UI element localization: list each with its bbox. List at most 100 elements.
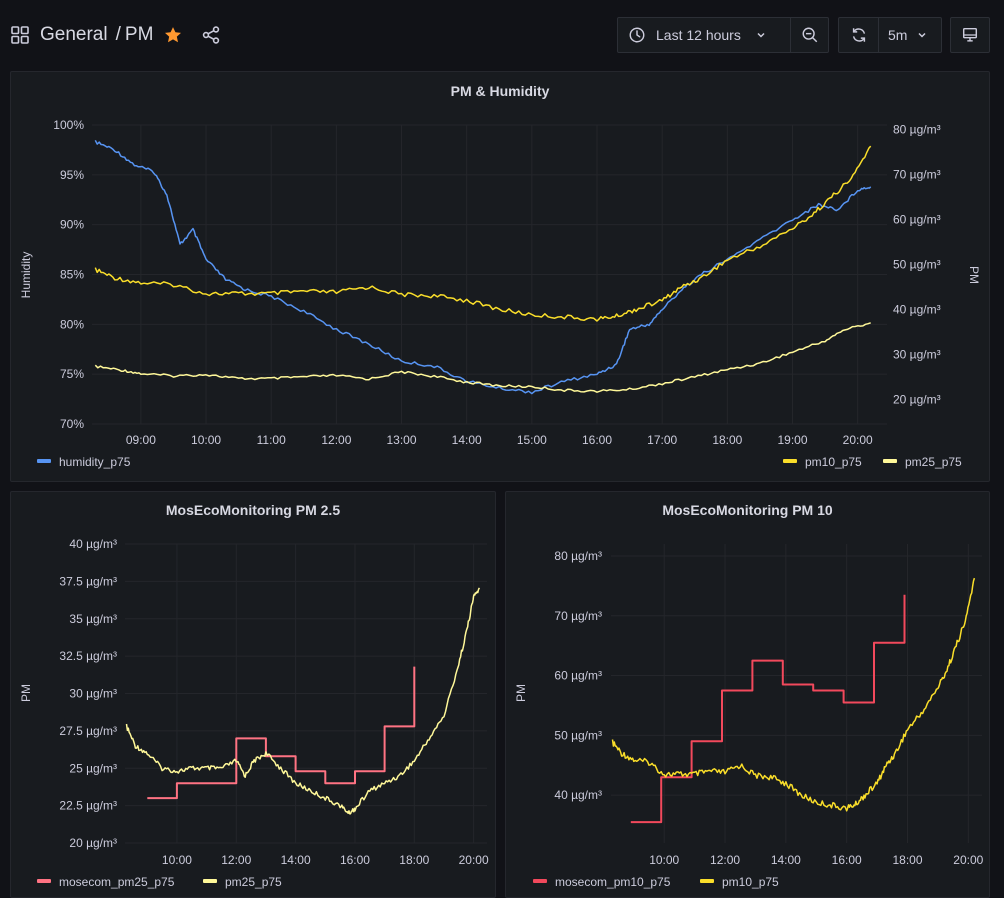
dashboard-title[interactable]: PM: [124, 24, 154, 45]
y-tick-right: 80 µg/m³: [893, 122, 941, 136]
time-range-picker: Last 12 hours: [617, 17, 829, 53]
y-tick-right: 50 µg/m³: [893, 257, 941, 271]
panel-mosecom-pm10: MosEcoMonitoring PM 10: [505, 491, 990, 898]
panel-title[interactable]: MosEcoMonitoring PM 2.5: [165, 502, 341, 518]
x-tick: 17:00: [647, 433, 677, 447]
x-tick: 12:00: [221, 853, 251, 867]
y-tick: 80 µg/m³: [554, 549, 602, 563]
breadcrumb-separator: /: [115, 24, 121, 45]
legend-item-pm10: pm10_p75: [722, 875, 779, 889]
x-tick: 10:00: [162, 853, 192, 867]
series-line-mosecom_pm10_p75: [630, 594, 906, 824]
tv-mode-button[interactable]: [950, 17, 990, 53]
dashboard-navbar: General / PM Last 12 hours: [0, 0, 1004, 70]
y-tick: 50 µg/m³: [554, 728, 602, 742]
y-axis-label-left: Humidity: [19, 252, 33, 299]
x-tick: 09:00: [126, 433, 156, 447]
refresh-interval-select[interactable]: 5m: [879, 18, 941, 52]
series-line-humidity_p75: [94, 139, 872, 395]
x-tick: 12:00: [710, 853, 740, 867]
panel-title[interactable]: PM & Humidity: [450, 83, 550, 99]
legend-item-pm10: pm10_p75: [805, 455, 862, 469]
chevron-down-icon: [916, 29, 928, 41]
y-tick: 37.5 µg/m³: [59, 574, 117, 588]
x-tick: 15:00: [517, 433, 547, 447]
clock-icon: [628, 26, 646, 44]
panel-pm-humidity: PM & Humidity: [10, 71, 990, 482]
x-tick: 16:00: [582, 433, 612, 447]
chart-mosecom-pm10: 40 µg/m³ 50 µg/m³ 60 µg/m³ 70 µg/m³ 80 µg/m³…: [514, 544, 984, 889]
chart-pm-humidity: 70% 75% 80% 85% 90% 95% 100% 20 µg/m³ 30 µg/m³ 40…: [19, 118, 981, 469]
legend-item-mosecom-pm10: mosecom_pm10_p75: [555, 875, 671, 889]
y-tick-right: 30 µg/m³: [893, 347, 941, 361]
legend-swatch: [700, 879, 714, 883]
chart-mosecom-pm25: 20 µg/m³ 22.5 µg/m³ 25 µg/m³ 27.5 µg/m³ 30 µ…: [19, 537, 489, 889]
y-tick: 40 µg/m³: [554, 788, 602, 802]
zoom-out-icon: [801, 26, 819, 44]
series-line-pm25_p75: [94, 322, 871, 393]
y-tick-right: 60 µg/m³: [893, 212, 941, 226]
y-tick: 27.5 µg/m³: [59, 724, 117, 738]
share-icon[interactable]: [201, 25, 221, 45]
refresh-button[interactable]: [839, 18, 879, 52]
star-icon[interactable]: [163, 25, 183, 45]
legend-item-pm25: pm25_p75: [225, 875, 282, 889]
x-tick: 14:00: [771, 853, 801, 867]
x-tick: 18:00: [712, 433, 742, 447]
series-line-pm25_p75: [125, 587, 481, 815]
x-tick: 16:00: [832, 853, 862, 867]
y-tick-left: 100%: [53, 118, 84, 132]
series-line-mosecom_pm25_p75: [147, 666, 416, 800]
y-tick-right: 20 µg/m³: [893, 392, 941, 406]
x-tick: 19:00: [777, 433, 807, 447]
y-axis-label-right: PM: [967, 266, 981, 284]
chevron-down-icon: [755, 29, 767, 41]
x-tick: 20:00: [459, 853, 489, 867]
series-line-pm10_p75: [611, 577, 976, 812]
legend-item-mosecom-pm25: mosecom_pm25_p75: [59, 875, 175, 889]
breadcrumb: General / PM: [10, 20, 221, 50]
zoom-out-button[interactable]: [790, 18, 828, 52]
y-tick: 40 µg/m³: [69, 537, 117, 551]
y-tick: 30 µg/m³: [69, 687, 117, 701]
legend-swatch: [533, 879, 547, 883]
time-range-button[interactable]: Last 12 hours: [618, 18, 790, 52]
legend-item-pm25: pm25_p75: [905, 455, 962, 469]
refresh-icon: [850, 26, 868, 44]
x-tick: 13:00: [387, 433, 417, 447]
y-tick-left: 70%: [60, 417, 84, 431]
legend-swatch: [203, 879, 217, 883]
legend-swatch: [37, 459, 51, 463]
x-tick: 11:00: [257, 433, 286, 447]
x-tick: 10:00: [649, 853, 679, 867]
dashboards-grid-icon[interactable]: [10, 25, 30, 45]
panel-title[interactable]: MosEcoMonitoring PM 10: [662, 502, 833, 518]
x-tick: 20:00: [843, 433, 873, 447]
y-axis-label: PM: [19, 684, 33, 702]
legend-swatch: [883, 459, 897, 463]
series-line-pm10_p75: [94, 145, 872, 322]
legend-swatch: [783, 459, 797, 463]
y-tick-left: 90%: [60, 218, 84, 232]
monitor-icon: [961, 26, 979, 44]
y-tick-left: 80%: [60, 317, 84, 331]
legend-swatch: [37, 879, 51, 883]
x-tick: 18:00: [399, 853, 429, 867]
y-tick: 25 µg/m³: [69, 761, 117, 775]
x-tick: 18:00: [892, 853, 922, 867]
breadcrumb-folder[interactable]: General: [40, 24, 108, 45]
y-tick: 60 µg/m³: [554, 669, 602, 683]
time-range-label: Last 12 hours: [656, 27, 741, 43]
y-tick-left: 85%: [60, 268, 84, 282]
x-tick: 16:00: [340, 853, 370, 867]
x-tick: 14:00: [452, 433, 482, 447]
y-tick: 22.5 µg/m³: [59, 799, 117, 813]
y-tick-left: 75%: [60, 367, 84, 381]
y-axis-label: PM: [514, 684, 528, 702]
refresh-interval-label: 5m: [888, 27, 908, 43]
y-tick-right: 40 µg/m³: [893, 302, 941, 316]
legend-item-humidity: humidity_p75: [59, 455, 131, 469]
x-tick: 10:00: [191, 433, 221, 447]
y-tick: 32.5 µg/m³: [59, 649, 117, 663]
